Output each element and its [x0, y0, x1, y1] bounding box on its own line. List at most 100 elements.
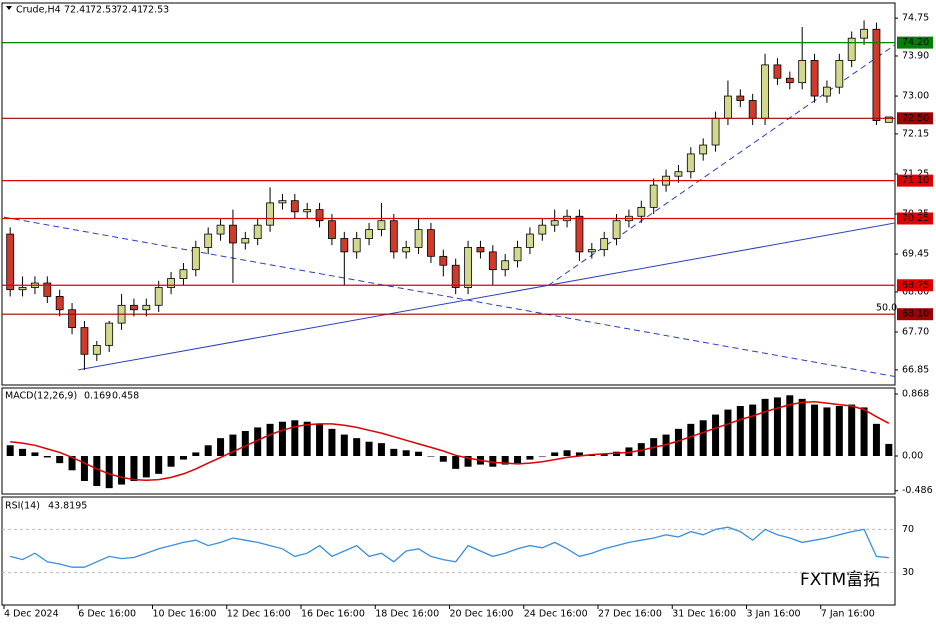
y-tick-label: 74.75 [902, 13, 929, 24]
macd-bar [514, 456, 522, 464]
macd-bar [179, 456, 187, 460]
macd-bar [823, 407, 831, 456]
y-tick-label: 72.15 [902, 128, 929, 139]
candle-body [773, 64, 782, 79]
macd-bar [167, 456, 175, 467]
macd-bar [699, 420, 707, 456]
macd-bar [575, 452, 583, 456]
candle-body [798, 60, 807, 84]
candle-body [427, 229, 435, 257]
x-tick-label: 20 Dec 16:00 [450, 609, 514, 620]
candle-body [847, 37, 856, 61]
candle-body [167, 278, 175, 288]
header-value: 72.53 [90, 5, 117, 16]
macd-bar [674, 428, 682, 456]
candle-body [526, 233, 534, 248]
macd-bar [452, 456, 460, 469]
rsi-line [10, 526, 889, 568]
candle-body [637, 206, 646, 217]
candle-body [303, 209, 312, 213]
candle-body [872, 28, 881, 121]
candle-body [810, 60, 819, 97]
x-tick-label: 6 Dec 16:00 [78, 609, 136, 620]
level-label-box [897, 308, 933, 321]
macd-bar [204, 445, 212, 456]
macd-bar [80, 456, 88, 481]
macd-bar [501, 456, 509, 465]
trendline [78, 222, 896, 371]
macd-bar [142, 456, 150, 478]
macd-bar [798, 398, 806, 456]
x-tick-label: 3 Jan 16:00 [747, 609, 801, 620]
y-tick-label: 68.60 [902, 286, 929, 297]
candle-body [18, 287, 27, 291]
macd-bar [402, 450, 410, 456]
y-tick-label: 69.45 [902, 249, 929, 260]
macd-bar [811, 404, 819, 456]
candle-body [216, 224, 225, 235]
macd-bar [241, 431, 249, 456]
macd-bar [872, 423, 880, 456]
macd-bar [885, 443, 893, 456]
macd-bar [538, 456, 546, 457]
macd-bar [68, 456, 76, 471]
candle-body [68, 309, 76, 328]
macd-bar [6, 445, 14, 456]
x-tick-label: 4 Dec 2024 [4, 609, 59, 620]
macd-bar [736, 406, 744, 456]
macd-signal [10, 400, 890, 482]
macd-bar [712, 414, 720, 456]
macd-bar [415, 451, 423, 456]
macd-bar [365, 441, 373, 456]
candle-body [884, 116, 893, 123]
rsi-panel [1, 496, 896, 606]
macd-bar [835, 406, 843, 456]
candle-body [340, 238, 349, 253]
candle-body [823, 86, 831, 97]
candle-body [229, 224, 237, 244]
candle-body [699, 144, 708, 155]
x-tick-label: 10 Dec 16:00 [153, 609, 217, 620]
candle-body [612, 220, 621, 239]
candle-body [501, 260, 510, 271]
macd-bar [254, 427, 262, 456]
candle-body [414, 229, 423, 248]
macd-bar [105, 456, 113, 489]
macd-bar [464, 456, 472, 467]
candle-body [785, 77, 794, 84]
level-label: 68.75 [902, 280, 929, 291]
macd-bar [860, 407, 868, 456]
candle-body [686, 153, 695, 173]
candle-body [130, 304, 138, 311]
candle-body [6, 233, 15, 291]
macd-bar [377, 443, 385, 456]
y-tick-label: 71.25 [902, 168, 929, 179]
level-label-box [897, 174, 933, 187]
macd-bar [551, 452, 559, 456]
y-tick-label: 66.85 [902, 364, 929, 375]
main-panel [1, 2, 896, 386]
macd-label: MACD(12,26,9) [5, 391, 77, 402]
level-label: 74.20 [902, 37, 929, 48]
macd-bar [229, 434, 237, 456]
candle-body [711, 117, 720, 146]
candle-body [736, 95, 745, 101]
header-value: 72.41 [116, 5, 143, 16]
candle-body [290, 200, 299, 213]
header-value: 72.41 [64, 5, 91, 16]
macd-bar [489, 456, 497, 467]
x-tick-label: 16 Dec 16:00 [301, 609, 365, 620]
level-label-box [897, 212, 933, 225]
candle-body [860, 28, 868, 39]
level-label-box [897, 112, 933, 125]
macd-value: 0.169 [84, 391, 111, 402]
macd-bar [155, 456, 163, 474]
candle-body [835, 60, 844, 88]
y-tick-label: 73.00 [902, 91, 929, 102]
candle-body [92, 344, 101, 355]
macd-bar [773, 397, 781, 456]
level-label-box [897, 36, 933, 49]
x-tick-label: 31 Dec 16:00 [672, 609, 736, 620]
macd-bar [340, 434, 348, 456]
